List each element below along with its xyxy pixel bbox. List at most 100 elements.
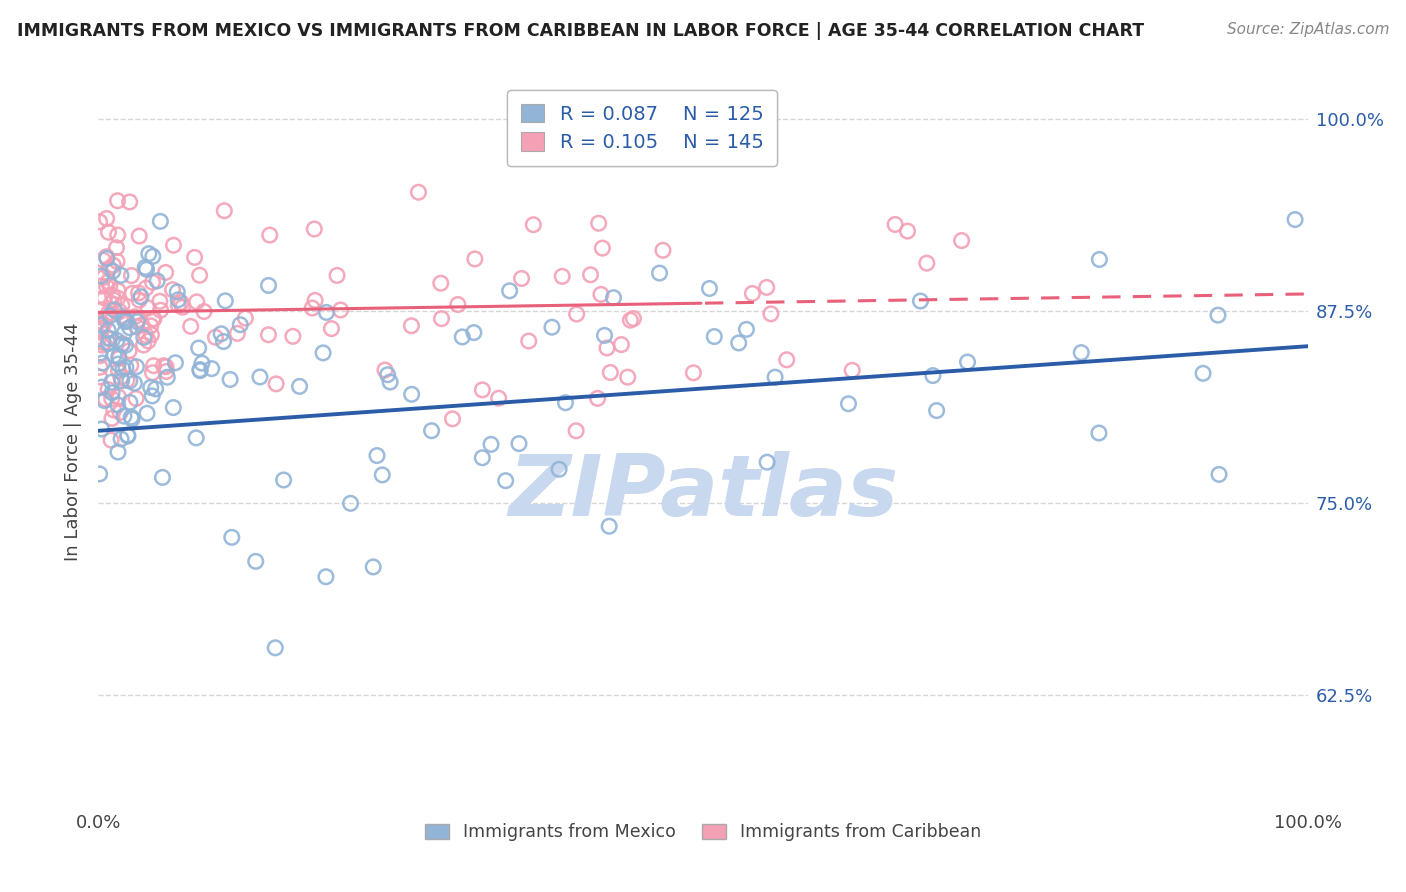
Point: [125, 359, 148, 374]
Point: [565, 424, 588, 438]
Point: [610, 337, 633, 351]
Point: [97, 323, 120, 337]
Point: [127, 315, 149, 329]
Point: [841, 363, 863, 377]
Point: [204, 330, 226, 344]
Point: [105, 334, 128, 348]
Point: [103, 258, 125, 272]
Point: [451, 330, 474, 344]
Point: [257, 278, 280, 293]
Point: [101, 288, 124, 302]
Point: [471, 383, 494, 397]
Point: [105, 254, 128, 268]
Point: [100, 433, 122, 447]
Point: [166, 285, 188, 299]
Point: [149, 214, 172, 228]
Point: [139, 380, 162, 394]
Point: [100, 392, 122, 406]
Point: [101, 385, 124, 400]
Point: [131, 318, 153, 332]
Point: [90, 302, 112, 317]
Point: [548, 462, 571, 476]
Point: [703, 329, 725, 343]
Point: [221, 530, 243, 544]
Point: [142, 249, 165, 263]
Point: [956, 355, 979, 369]
Point: [763, 370, 786, 384]
Point: [100, 375, 122, 389]
Point: [471, 450, 494, 465]
Point: [447, 297, 470, 311]
Point: [188, 364, 211, 378]
Point: [97, 225, 120, 239]
Point: [170, 295, 193, 310]
Point: [408, 186, 430, 200]
Text: Source: ZipAtlas.com: Source: ZipAtlas.com: [1226, 22, 1389, 37]
Point: [593, 328, 616, 343]
Point: [107, 357, 129, 371]
Point: [89, 467, 111, 481]
Point: [125, 319, 148, 334]
Point: [682, 366, 704, 380]
Legend: Immigrants from Mexico, Immigrants from Caribbean: Immigrants from Mexico, Immigrants from …: [418, 816, 988, 848]
Point: [114, 315, 136, 329]
Point: [186, 294, 208, 309]
Point: [141, 389, 163, 403]
Point: [105, 241, 128, 255]
Point: [107, 291, 129, 305]
Point: [172, 300, 194, 314]
Point: [100, 296, 122, 310]
Point: [602, 291, 624, 305]
Point: [377, 368, 399, 382]
Point: [146, 274, 169, 288]
Point: [273, 473, 295, 487]
Point: [120, 410, 142, 425]
Point: [755, 280, 778, 294]
Point: [110, 432, 132, 446]
Point: [616, 370, 638, 384]
Point: [107, 350, 129, 364]
Point: [374, 363, 396, 377]
Point: [619, 313, 641, 327]
Point: [257, 327, 280, 342]
Point: [915, 256, 938, 270]
Point: [922, 368, 945, 383]
Point: [498, 284, 520, 298]
Point: [896, 224, 918, 238]
Point: [401, 318, 423, 333]
Point: [110, 370, 132, 384]
Point: [312, 346, 335, 360]
Point: [108, 304, 131, 318]
Point: [90, 323, 112, 337]
Point: [90, 279, 112, 293]
Point: [599, 366, 621, 380]
Point: [326, 268, 349, 283]
Point: [112, 326, 135, 340]
Point: [114, 338, 136, 352]
Point: [188, 268, 211, 283]
Point: [138, 246, 160, 260]
Point: [91, 253, 114, 268]
Point: [93, 335, 115, 350]
Point: [191, 356, 214, 370]
Point: [759, 307, 782, 321]
Point: [776, 352, 799, 367]
Point: [89, 346, 111, 360]
Point: [522, 218, 544, 232]
Point: [401, 387, 423, 401]
Point: [135, 328, 157, 343]
Point: [441, 412, 464, 426]
Point: [103, 293, 125, 307]
Point: [111, 337, 134, 351]
Point: [735, 322, 758, 336]
Point: [1088, 425, 1111, 440]
Point: [1088, 252, 1111, 267]
Point: [108, 405, 131, 419]
Point: [837, 397, 859, 411]
Point: [950, 234, 973, 248]
Point: [128, 293, 150, 307]
Point: [107, 390, 129, 404]
Point: [127, 312, 149, 326]
Point: [152, 359, 174, 373]
Point: [463, 326, 485, 340]
